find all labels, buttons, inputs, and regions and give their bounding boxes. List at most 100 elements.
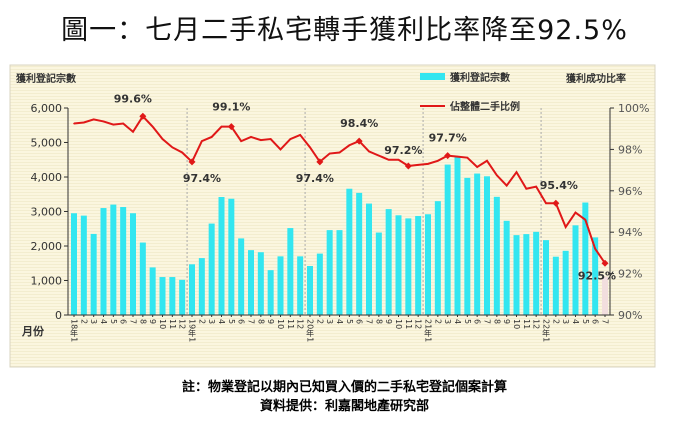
- line-point: [496, 174, 498, 177]
- line-point: [574, 211, 577, 214]
- x-tick-label: 7: [601, 319, 610, 324]
- line-point: [181, 151, 183, 154]
- bar: [316, 253, 323, 315]
- line-point: [171, 146, 174, 149]
- data-label: 98.4%: [340, 117, 378, 130]
- x-tick-label: 8: [374, 319, 383, 324]
- line-point: [397, 158, 400, 161]
- x-tick-label: 6: [355, 319, 364, 324]
- bar: [228, 198, 235, 315]
- bar: [385, 209, 392, 315]
- x-tick-label: 12: [296, 319, 305, 329]
- line-point: [279, 148, 282, 151]
- x-tick-label: 9: [148, 319, 157, 324]
- line-point: [378, 154, 380, 157]
- annotation-marker: [552, 199, 560, 207]
- legend-swatch-bars: [420, 73, 445, 80]
- annotation-marker: [404, 162, 412, 170]
- line-point: [289, 138, 292, 140]
- annotation-marker: [188, 158, 196, 166]
- x-tick-label: 10: [276, 319, 285, 329]
- bar: [80, 215, 87, 315]
- x-tick-label: 5: [463, 319, 472, 324]
- bar: [287, 228, 294, 315]
- line-point: [427, 163, 429, 165]
- bar: [277, 256, 284, 315]
- line-point: [161, 138, 164, 140]
- line-point: [151, 125, 154, 128]
- bar: [444, 164, 451, 315]
- x-tick-label: 6: [591, 319, 600, 324]
- annotation-marker: [316, 158, 324, 166]
- annotation-marker: [444, 152, 452, 160]
- x-tick-label: 9: [502, 319, 511, 324]
- line-point: [299, 134, 301, 136]
- bar: [159, 277, 166, 315]
- x-tick-label: 4: [571, 319, 580, 324]
- x-tick-label: 19年1: [188, 319, 197, 342]
- bar: [543, 240, 549, 315]
- x-tick-label: 2: [551, 319, 560, 324]
- bar: [513, 235, 520, 315]
- x-tick-label: 11: [404, 319, 413, 329]
- data-label: 92.5%: [578, 269, 616, 282]
- x-tick-label: 3: [325, 319, 334, 324]
- bar: [493, 196, 500, 315]
- left-tick-label: 0: [55, 309, 62, 322]
- x-tick-label: 7: [483, 319, 492, 324]
- bar: [484, 176, 490, 315]
- line-point: [122, 122, 124, 125]
- left-tick-label: 5,000: [31, 137, 63, 150]
- x-tick-label: 12: [414, 319, 423, 329]
- line-point: [260, 139, 262, 141]
- bar: [366, 203, 372, 315]
- bar: [533, 231, 540, 315]
- right-tick-label: 96%: [618, 185, 642, 198]
- data-label: 99.1%: [212, 101, 250, 114]
- x-tick-label: 3: [561, 319, 570, 324]
- right-tick-label: 92%: [618, 268, 642, 281]
- line-point: [102, 120, 105, 123]
- line-point: [535, 185, 537, 188]
- bar: [552, 256, 559, 315]
- bar: [238, 238, 245, 315]
- line-point: [368, 150, 370, 153]
- x-tick-label: 3: [89, 319, 98, 324]
- x-tick-label: 6: [237, 319, 246, 324]
- x-tick-label: 6: [473, 319, 482, 324]
- x-tick-label: 4: [453, 319, 462, 324]
- x-tick-label: 10: [512, 319, 521, 329]
- bar: [218, 197, 225, 315]
- line-point: [486, 159, 488, 162]
- line-point: [437, 159, 439, 162]
- data-label: 97.4%: [183, 172, 221, 185]
- bar: [434, 201, 441, 315]
- x-tick-label: 12: [532, 319, 541, 329]
- x-tick-label: 3: [443, 319, 452, 324]
- x-tick-label: 20年1: [306, 319, 315, 342]
- x-tick-label: 3: [207, 319, 216, 324]
- x-tick-label: 5: [345, 319, 354, 324]
- right-tick-label: 100%: [618, 102, 649, 115]
- line-point: [201, 140, 203, 142]
- line-point: [476, 166, 478, 168]
- x-tick-label: 2: [433, 319, 442, 324]
- bar: [464, 177, 471, 315]
- x-tick-label: 10: [394, 319, 403, 329]
- line-point: [456, 155, 459, 158]
- bar: [326, 230, 333, 315]
- line-point: [250, 136, 252, 138]
- line-point: [210, 136, 213, 138]
- bar: [149, 267, 156, 315]
- x-tick-label: 22年1: [542, 319, 551, 342]
- right-tick-label: 90%: [618, 309, 642, 322]
- bar: [602, 276, 608, 315]
- line-point: [240, 140, 242, 142]
- x-tick-label: 7: [129, 319, 138, 324]
- bar: [297, 256, 304, 315]
- line-point: [328, 152, 331, 155]
- bar: [120, 207, 127, 315]
- bar: [405, 218, 412, 315]
- bar: [189, 264, 195, 315]
